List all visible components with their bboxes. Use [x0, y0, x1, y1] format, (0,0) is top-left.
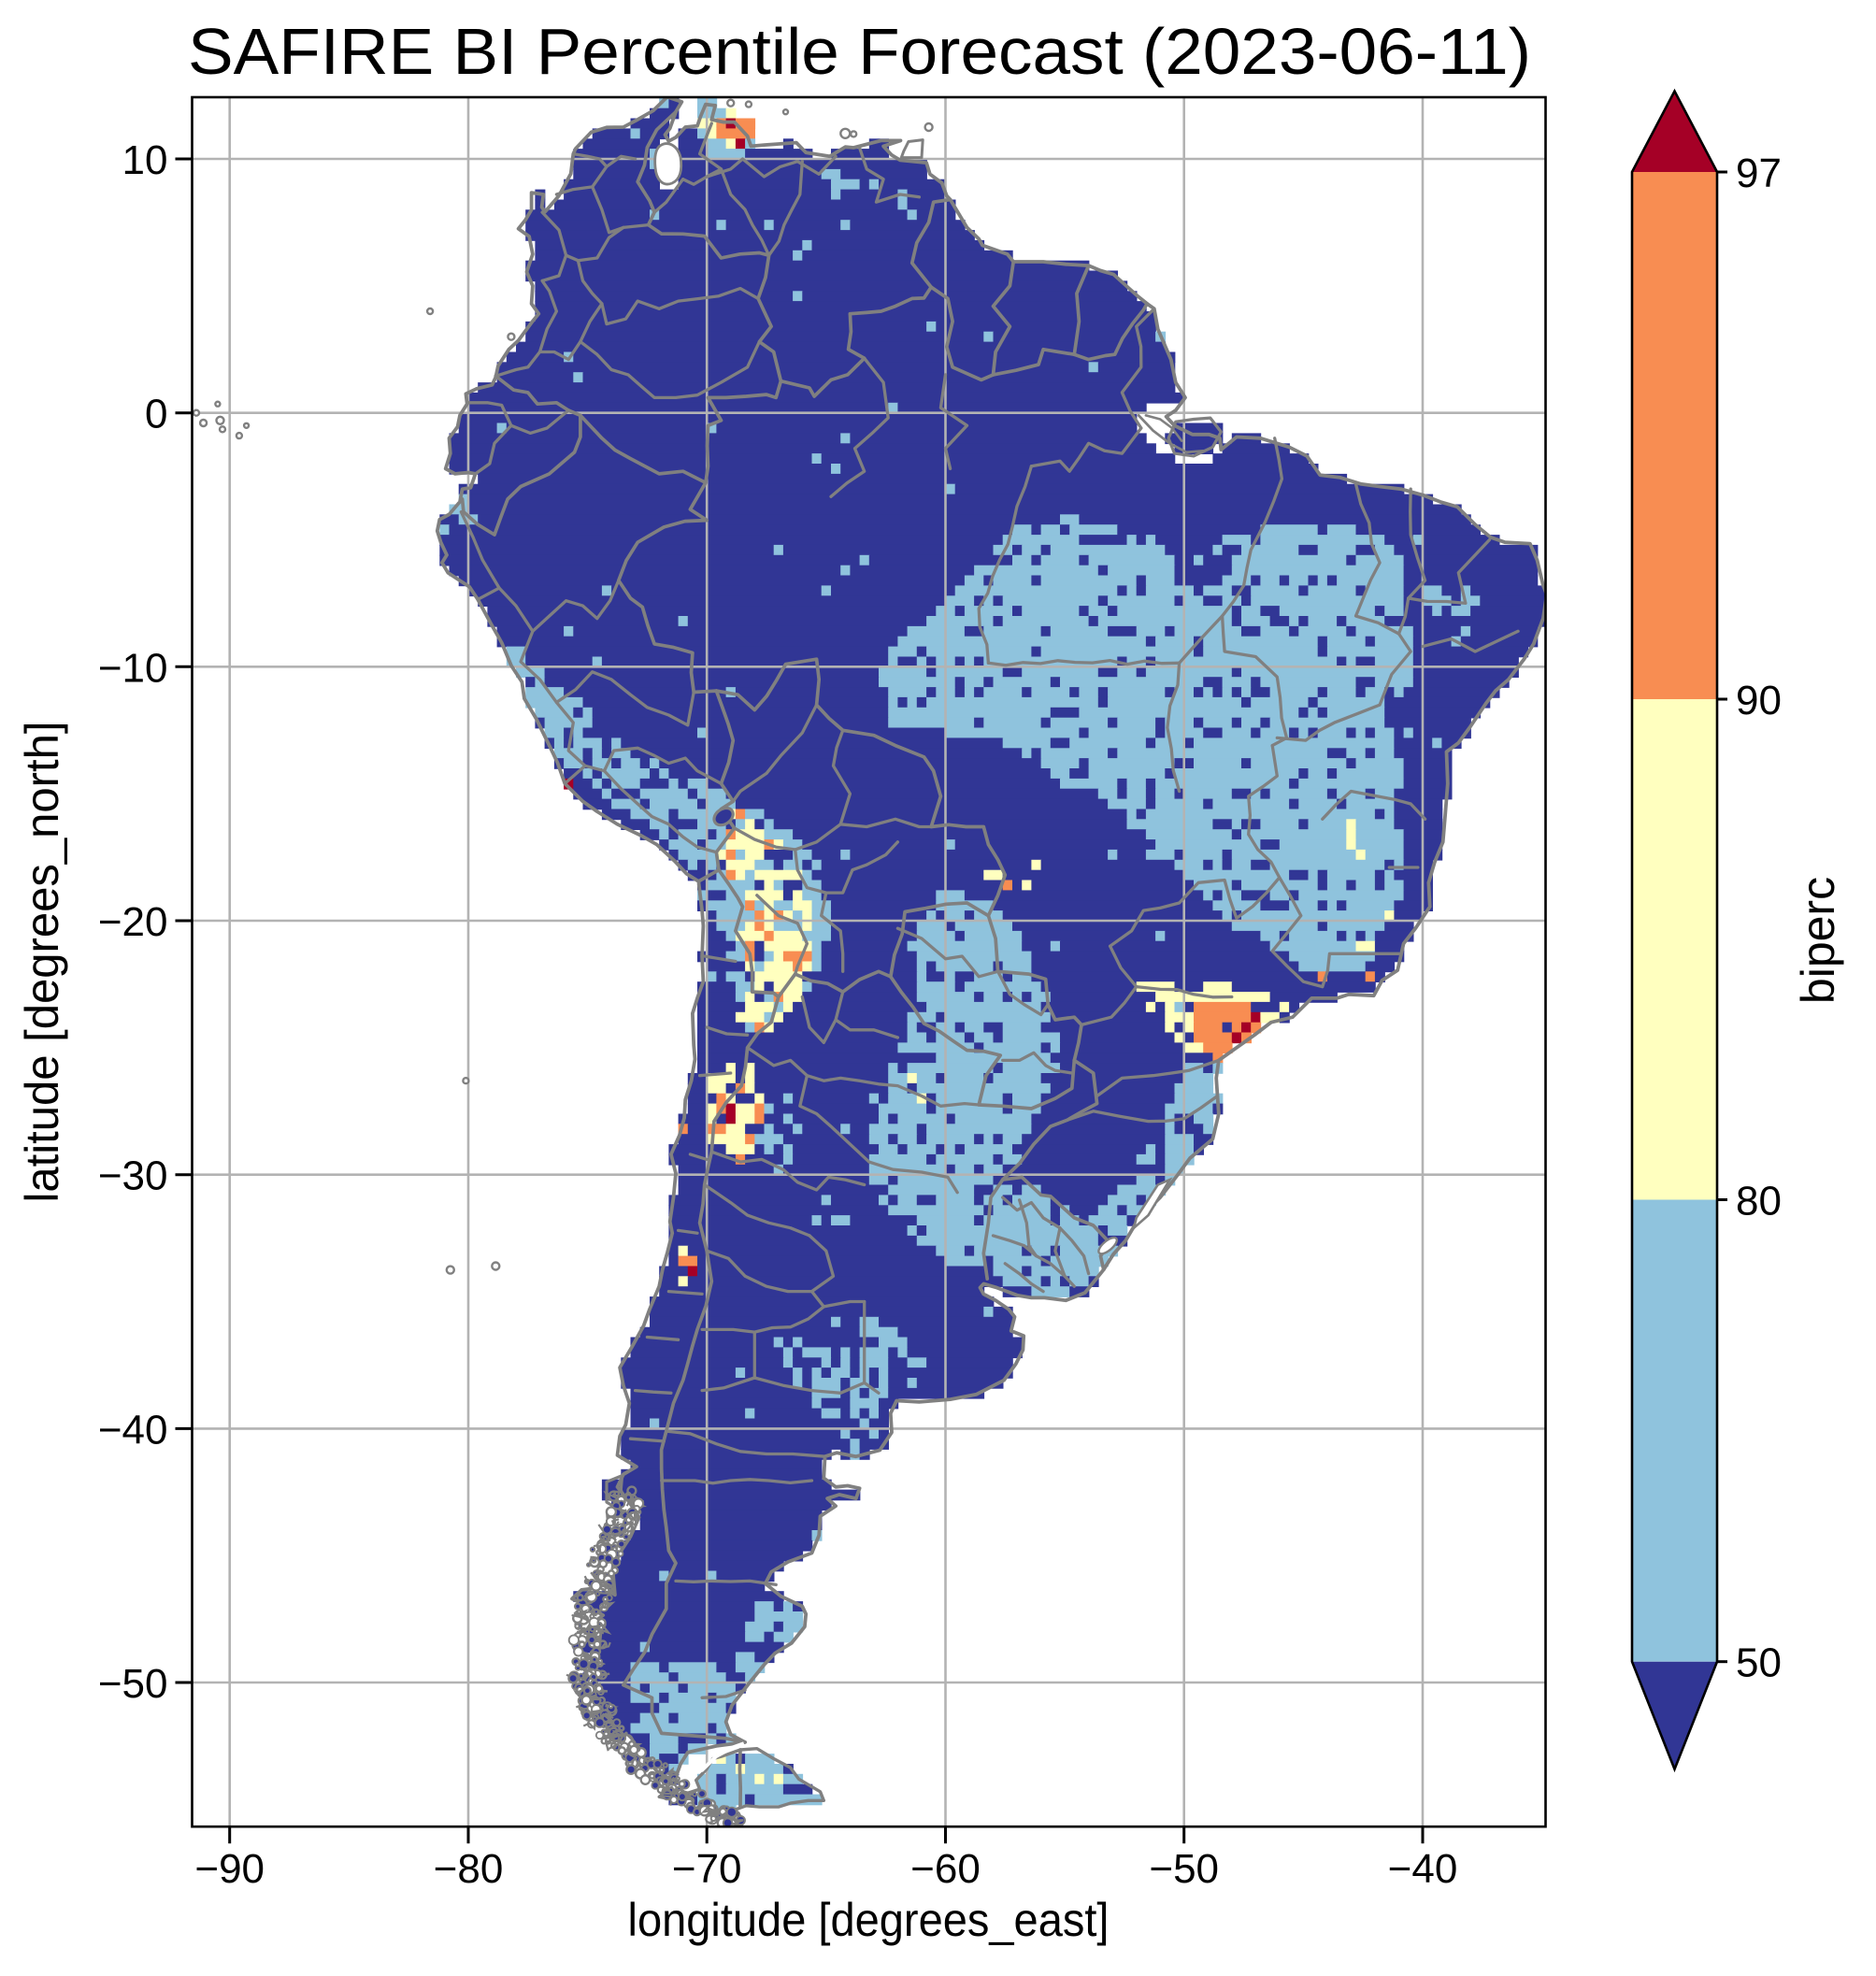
svg-text:−60: −60: [910, 1846, 981, 1892]
svg-text:−70: −70: [672, 1846, 742, 1892]
svg-text:90: 90: [1736, 678, 1782, 723]
svg-text:longitude [degrees_east]: longitude [degrees_east]: [628, 1894, 1110, 1946]
svg-text:−30: −30: [98, 1153, 168, 1199]
svg-text:SAFIRE BI Percentile Forecast: SAFIRE BI Percentile Forecast (2023-06-1…: [188, 15, 1531, 88]
svg-text:latitude [degrees_north]: latitude [degrees_north]: [16, 722, 68, 1203]
svg-text:−80: −80: [434, 1846, 504, 1892]
svg-text:−90: −90: [194, 1846, 265, 1892]
svg-text:10: 10: [122, 137, 168, 183]
svg-text:−10: −10: [98, 645, 168, 691]
svg-text:97: 97: [1736, 150, 1782, 196]
svg-text:80: 80: [1736, 1179, 1782, 1224]
svg-text:biperc: biperc: [1792, 877, 1844, 1004]
svg-text:−20: −20: [98, 899, 168, 945]
svg-text:−50: −50: [1149, 1846, 1219, 1892]
svg-text:−40: −40: [98, 1407, 168, 1453]
svg-text:0: 0: [145, 392, 167, 437]
svg-text:−50: −50: [98, 1661, 168, 1707]
svg-text:50: 50: [1736, 1640, 1782, 1686]
svg-text:−40: −40: [1388, 1846, 1458, 1892]
